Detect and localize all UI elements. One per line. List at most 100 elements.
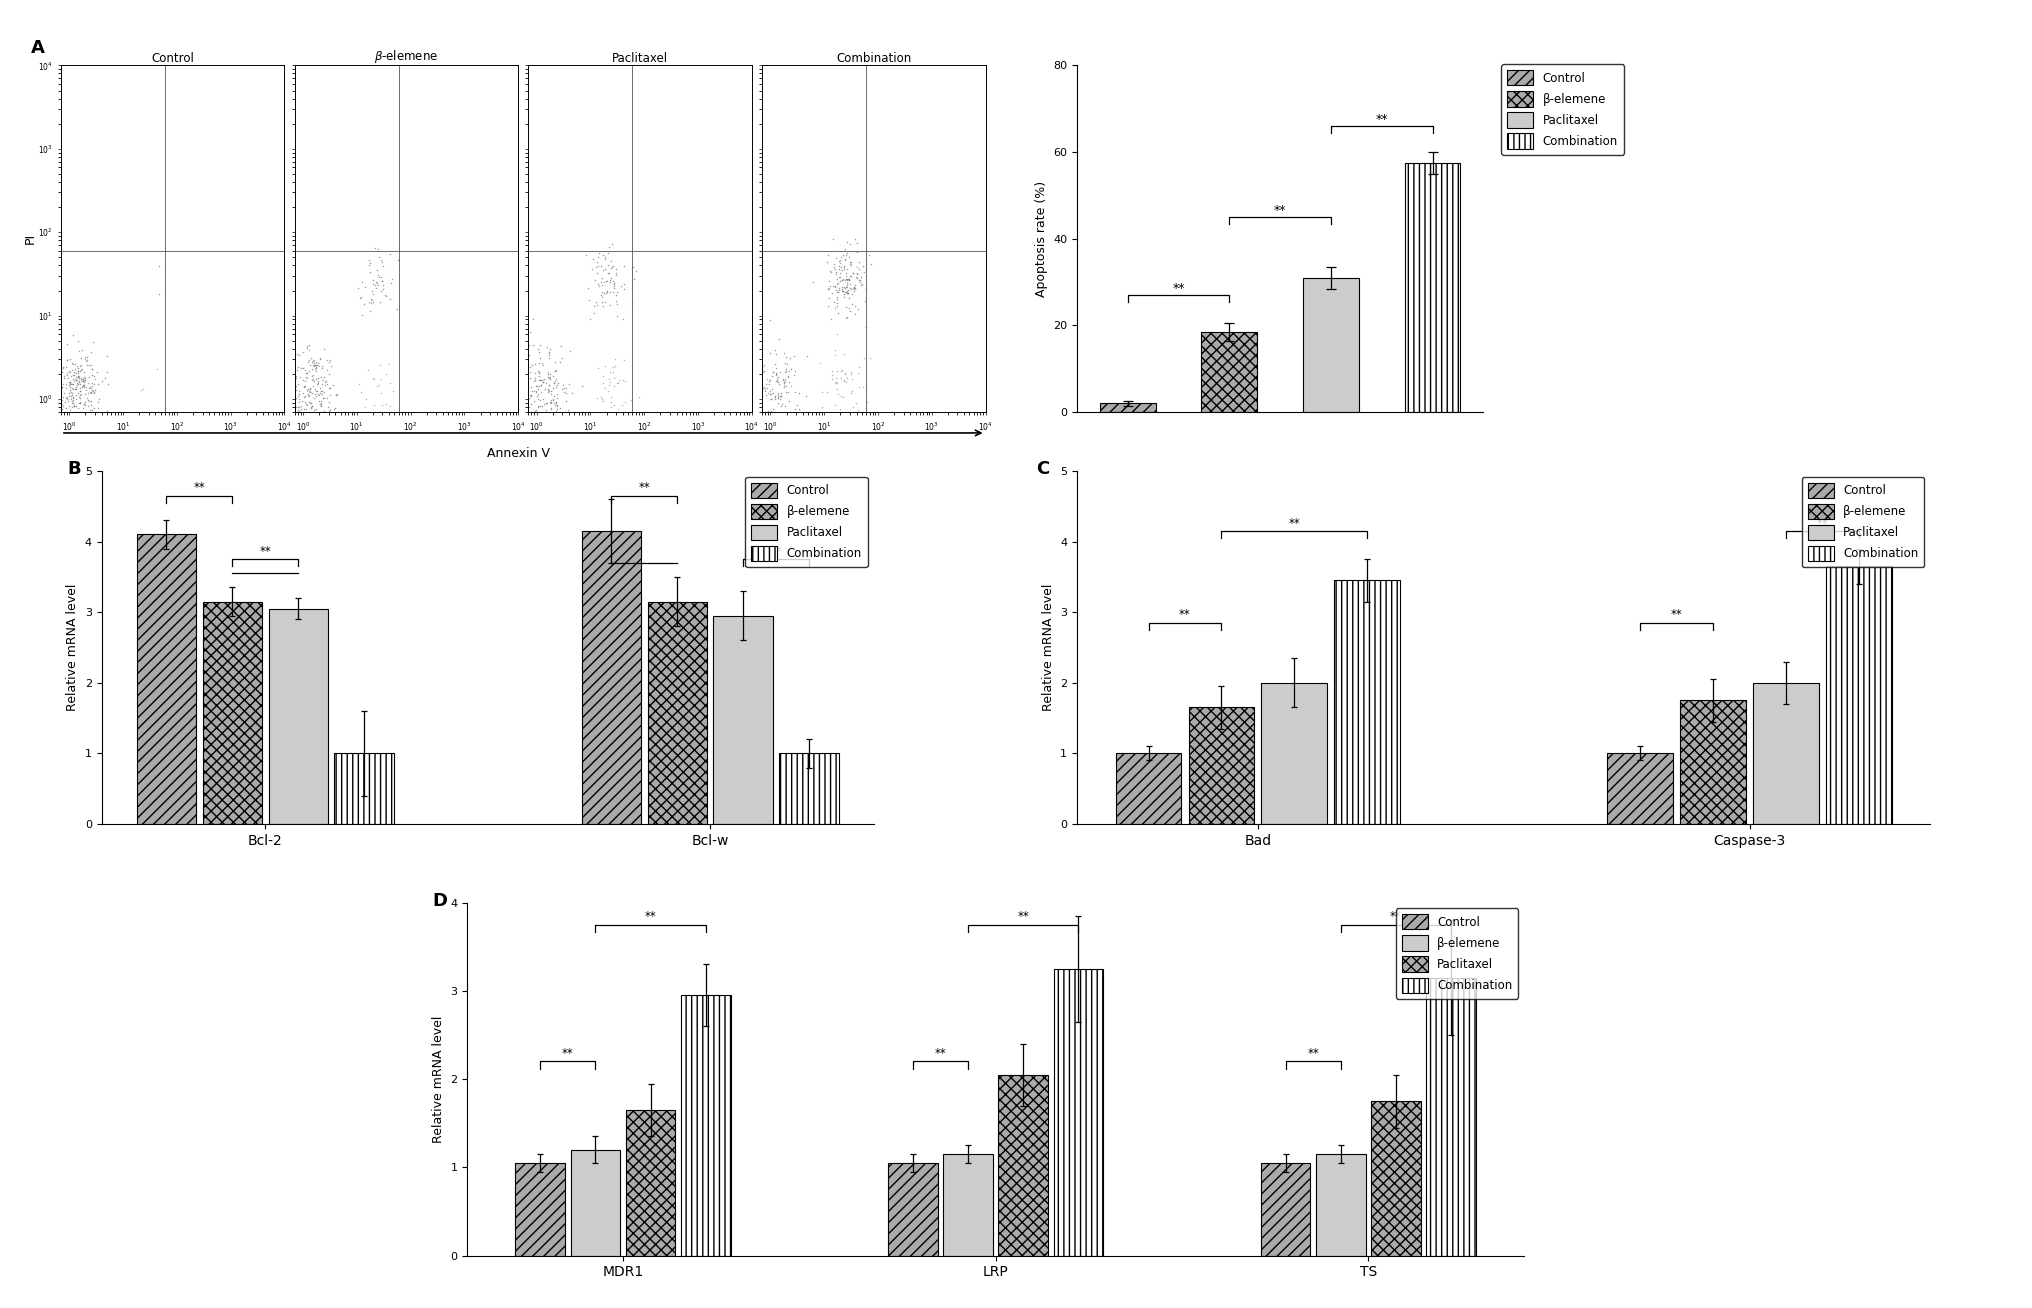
Point: [61, 378, 93, 399]
Bar: [888, 1163, 937, 1256]
Point: [313, 349, 345, 370]
Point: [343, 373, 376, 394]
Point: [59, 361, 91, 382]
Point: [756, 361, 788, 382]
Point: [599, 356, 632, 377]
Text: **: **: [638, 481, 650, 494]
Point: [764, 383, 797, 404]
Point: [547, 374, 579, 395]
Point: [65, 340, 98, 361]
Point: [142, 256, 175, 277]
Point: [606, 309, 638, 330]
Point: [307, 382, 339, 403]
Point: [606, 369, 638, 390]
Point: [55, 360, 87, 381]
Point: [553, 373, 585, 394]
Point: [591, 263, 624, 284]
Point: [343, 286, 376, 307]
Point: [524, 375, 557, 396]
Point: [756, 405, 788, 426]
Point: [597, 368, 630, 388]
Point: [69, 347, 102, 368]
Point: [823, 250, 855, 271]
Point: [825, 252, 858, 273]
Point: [833, 269, 866, 290]
Point: [65, 402, 98, 422]
Point: [293, 385, 325, 405]
Point: [585, 388, 618, 409]
Point: [587, 259, 620, 280]
Point: [67, 403, 100, 424]
Point: [528, 369, 561, 390]
Point: [595, 357, 628, 378]
Point: [57, 395, 89, 416]
Point: [748, 361, 780, 382]
Point: [522, 396, 555, 417]
Point: [73, 399, 106, 420]
Point: [847, 348, 880, 369]
Point: [601, 373, 634, 394]
Point: [597, 273, 630, 294]
Point: [760, 362, 792, 383]
Point: [274, 360, 307, 381]
Point: [569, 245, 601, 266]
Point: [352, 255, 384, 276]
Point: [516, 335, 549, 356]
Point: [280, 409, 313, 430]
Point: [770, 375, 803, 396]
Point: [47, 394, 79, 415]
Point: [59, 370, 91, 391]
Point: [532, 344, 565, 365]
Point: [543, 411, 575, 432]
Point: [266, 370, 299, 391]
Point: [45, 361, 77, 382]
Point: [518, 390, 551, 411]
Point: [587, 283, 620, 303]
Point: [35, 392, 67, 413]
Point: [827, 276, 860, 297]
Point: [744, 340, 776, 361]
Point: [758, 402, 790, 422]
Point: [75, 379, 108, 400]
Bar: [571, 1150, 620, 1256]
Point: [303, 394, 335, 415]
Point: [831, 281, 864, 302]
Bar: [1426, 977, 1475, 1256]
Point: [366, 394, 398, 415]
Point: [35, 383, 67, 404]
Point: [831, 268, 864, 289]
Point: [71, 347, 104, 368]
Point: [293, 378, 325, 399]
Point: [305, 348, 337, 369]
Point: [758, 386, 790, 407]
Point: [845, 422, 878, 443]
Point: [51, 388, 83, 409]
Point: [532, 378, 565, 399]
Point: [750, 415, 782, 436]
Point: [770, 360, 803, 381]
Point: [532, 382, 565, 403]
Point: [831, 268, 864, 289]
Point: [47, 357, 79, 378]
Bar: [1260, 1163, 1311, 1256]
Point: [39, 334, 71, 354]
Point: [587, 296, 620, 317]
Point: [538, 361, 571, 382]
Text: **: **: [1288, 517, 1300, 530]
Point: [601, 306, 634, 327]
Point: [289, 394, 321, 415]
Point: [514, 356, 547, 377]
Bar: [1680, 701, 1745, 824]
Point: [817, 229, 849, 250]
Point: [61, 373, 93, 394]
Point: [819, 368, 851, 388]
Point: [748, 354, 780, 375]
Point: [301, 373, 333, 394]
Point: [289, 392, 321, 413]
Point: [59, 368, 91, 388]
Point: [39, 366, 71, 387]
Point: [601, 293, 634, 314]
Point: [51, 351, 83, 371]
Point: [57, 353, 89, 374]
Point: [829, 281, 862, 302]
